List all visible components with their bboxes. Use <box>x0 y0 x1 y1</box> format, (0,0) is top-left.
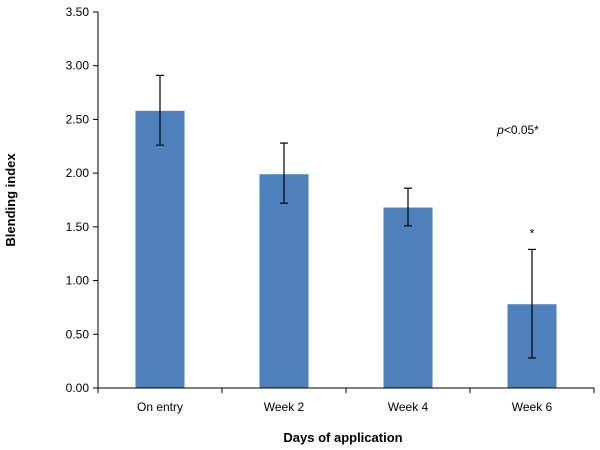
y-tick-label: 3.00 <box>66 59 90 73</box>
annotation-rest: <0.05* <box>504 123 539 137</box>
x-axis-ticks: On entry Week 2 Week 4 Week 6 <box>97 388 595 414</box>
bar-on-entry <box>135 110 185 388</box>
y-tick-label: 3.50 <box>66 5 90 19</box>
significance-marker: * <box>530 226 535 240</box>
bar-week-2 <box>259 174 309 388</box>
x-axis-title: Days of application <box>283 430 402 445</box>
y-axis-ticks: 0.00 0.50 1.00 1.50 2.00 2.50 3.00 3.50 <box>66 5 98 395</box>
error-bars: * <box>156 74 536 359</box>
x-tick-label: On entry <box>137 400 183 414</box>
error-bar <box>280 142 288 204</box>
x-tick-label: Week 4 <box>388 400 429 414</box>
y-tick-label: 2.50 <box>66 112 90 126</box>
annotation-italic: p <box>496 123 504 137</box>
error-bar <box>404 187 412 227</box>
bar-week-4 <box>383 207 433 388</box>
y-axis-title: Blending index <box>3 153 18 247</box>
x-tick-label: Week 6 <box>512 400 553 414</box>
axes <box>97 12 594 389</box>
error-bar <box>156 74 164 146</box>
y-tick-label: 0.50 <box>66 327 90 341</box>
y-tick-label: 1.50 <box>66 220 90 234</box>
y-tick-label: 1.00 <box>66 274 90 288</box>
significance-annotation: p<0.05* <box>496 123 539 137</box>
error-bar: * <box>528 226 536 359</box>
y-tick-label: 2.00 <box>66 166 90 180</box>
y-tick-label: 0.00 <box>66 381 90 395</box>
x-tick-label: Week 2 <box>264 400 305 414</box>
bars <box>135 110 557 388</box>
